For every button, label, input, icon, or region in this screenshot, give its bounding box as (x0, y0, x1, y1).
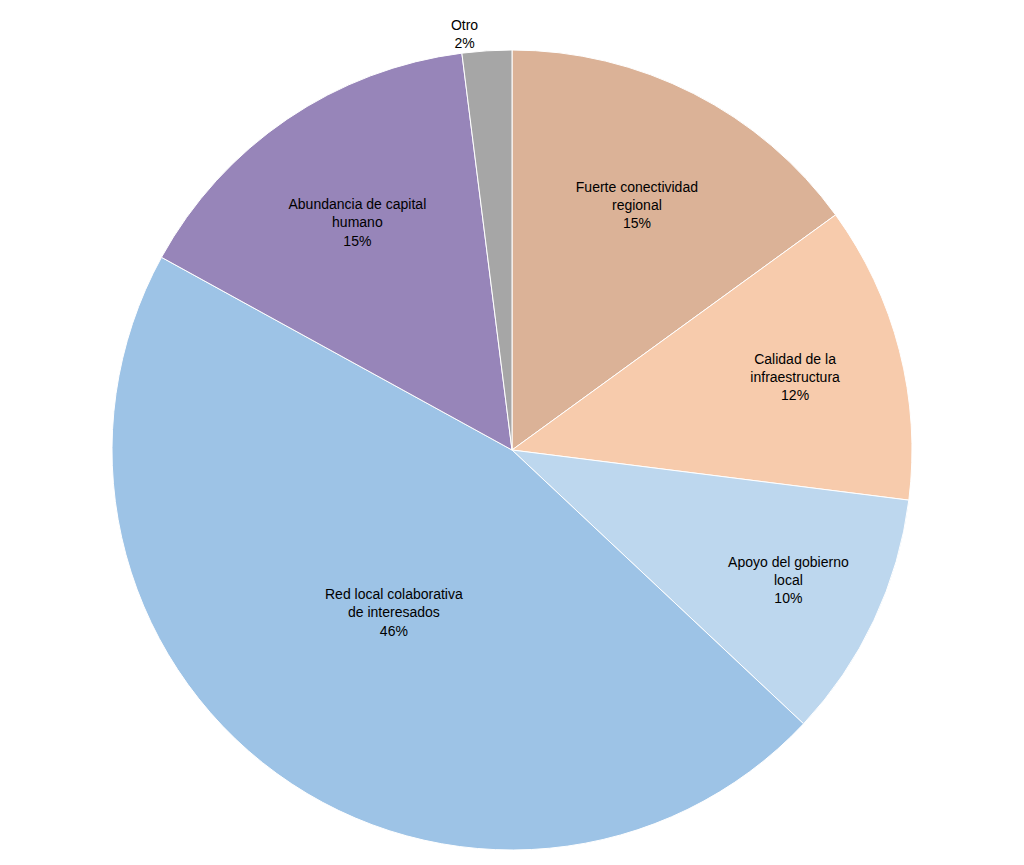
svg-text:Abundancia de capitalhumano15%: Abundancia de capitalhumano15% (288, 196, 426, 248)
svg-text:Red local colaborativade inter: Red local colaborativade interesados46% (325, 586, 463, 638)
svg-text:Fuerte conectividadregional15%: Fuerte conectividadregional15% (576, 179, 698, 231)
svg-text:Apoyo del gobiernolocal10%: Apoyo del gobiernolocal10% (728, 554, 849, 606)
svg-text:Calidad de lainfraestructura12: Calidad de lainfraestructura12% (750, 351, 840, 403)
svg-text:Otro2%: Otro2% (451, 17, 478, 51)
